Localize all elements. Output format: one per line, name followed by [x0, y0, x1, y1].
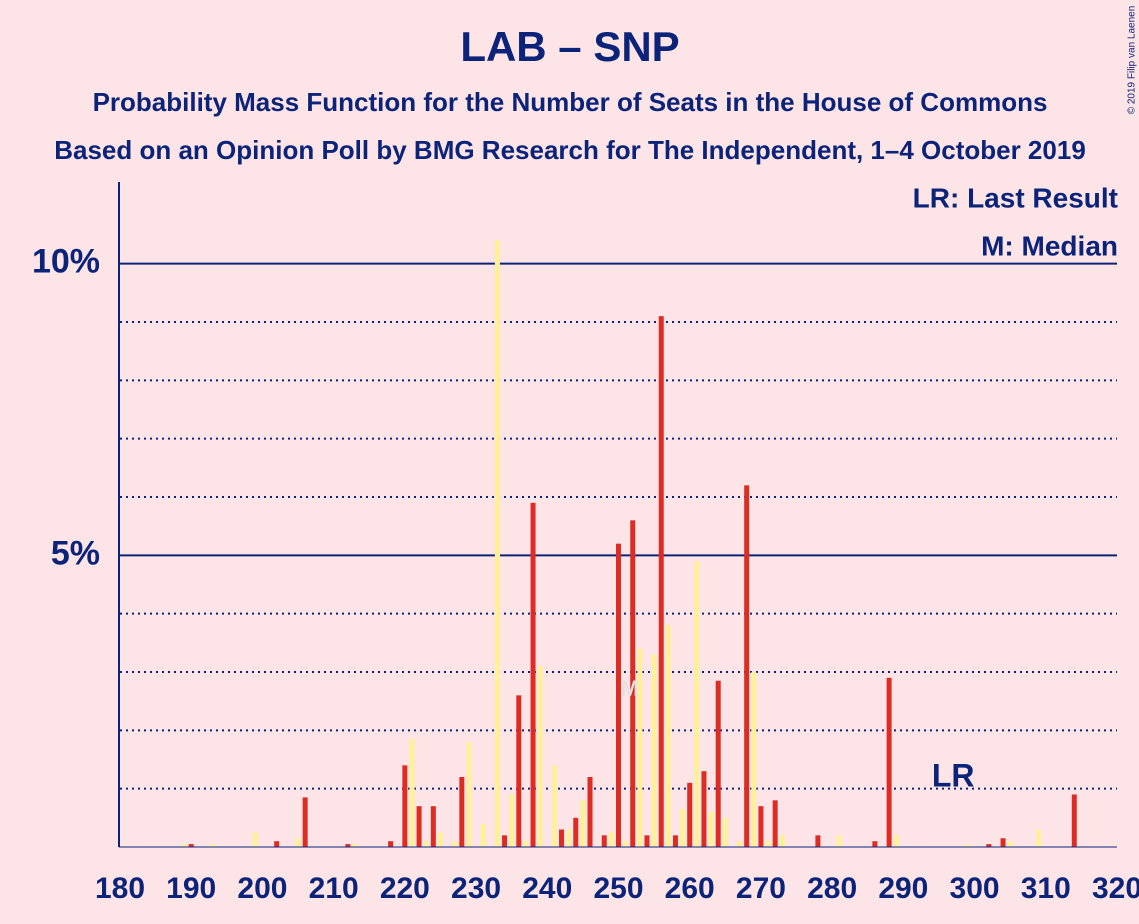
- bar: [402, 765, 408, 847]
- bar: [737, 841, 743, 847]
- bar: [701, 771, 707, 847]
- bar: [1000, 838, 1006, 847]
- chart-subtitle: Probability Mass Function for the Number…: [93, 87, 1048, 117]
- bar: [537, 666, 543, 847]
- bar: [430, 806, 436, 847]
- x-tick-label: 320: [1092, 872, 1139, 905]
- bar: [437, 832, 443, 847]
- bar: [623, 841, 629, 847]
- bar: [551, 765, 557, 847]
- bar: [452, 841, 458, 847]
- bar: [715, 680, 721, 847]
- bar: [345, 844, 351, 847]
- chart-subtitle: Based on an Opinion Poll by BMG Research…: [54, 135, 1086, 165]
- bar: [516, 695, 522, 847]
- chart-title: LAB – SNP: [460, 23, 679, 70]
- x-tick-label: 210: [309, 872, 359, 905]
- annotation: LR: [932, 757, 975, 793]
- bar: [523, 841, 529, 847]
- bar: [1071, 794, 1077, 847]
- bar: [188, 844, 194, 847]
- x-tick-label: 290: [878, 872, 928, 905]
- bar: [608, 832, 614, 847]
- bar: [672, 835, 678, 847]
- bar: [252, 832, 258, 847]
- x-tick-label: 270: [736, 872, 786, 905]
- bar: [986, 844, 992, 847]
- legend-entry: M: Median: [981, 230, 1118, 261]
- bar: [665, 625, 671, 847]
- bar: [722, 817, 728, 847]
- bar: [502, 835, 508, 847]
- bar: [559, 829, 565, 847]
- bar: [530, 502, 536, 847]
- bar: [616, 543, 621, 847]
- bar: [587, 777, 593, 847]
- credit: © 2019 Filip van Laenen: [1127, 6, 1138, 115]
- bar: [708, 812, 714, 847]
- bar: [480, 823, 486, 847]
- bar: [409, 739, 415, 847]
- bar: [836, 835, 842, 847]
- bar: [815, 835, 821, 847]
- bar: [566, 829, 572, 847]
- bar: [630, 520, 636, 847]
- bar: [694, 561, 700, 847]
- bar: [886, 677, 892, 847]
- bar: [302, 797, 308, 847]
- x-tick-label: 180: [95, 872, 145, 905]
- bar: [459, 777, 465, 847]
- x-tick-label: 250: [593, 872, 643, 905]
- bar: [388, 841, 394, 847]
- x-tick-label: 300: [950, 872, 1000, 905]
- bar: [509, 794, 515, 847]
- bar: [744, 485, 750, 847]
- legend-entry: LR: Last Result: [913, 182, 1118, 213]
- bar: [765, 841, 771, 847]
- x-tick-label: 230: [451, 872, 501, 905]
- bar: [658, 316, 664, 848]
- bar: [466, 742, 472, 847]
- median-marker: M: [621, 676, 639, 701]
- bar: [680, 809, 686, 847]
- bar: [751, 672, 757, 847]
- bar: [772, 800, 778, 847]
- bar: [423, 841, 429, 847]
- bar: [964, 844, 970, 847]
- bar: [352, 844, 358, 847]
- bar: [494, 240, 500, 848]
- x-tick-label: 280: [807, 872, 857, 905]
- bar: [1007, 841, 1013, 847]
- bar: [181, 844, 187, 847]
- x-tick-label: 310: [1021, 872, 1071, 905]
- bar: [637, 648, 643, 847]
- bar: [416, 806, 422, 847]
- x-tick-label: 190: [166, 872, 216, 905]
- bar: [758, 806, 764, 847]
- bar: [687, 782, 693, 847]
- y-tick-label: 10%: [32, 243, 100, 281]
- bar: [210, 844, 216, 847]
- bar: [651, 654, 657, 847]
- bar: [893, 835, 899, 847]
- x-tick-label: 260: [665, 872, 715, 905]
- bar: [872, 841, 878, 847]
- y-tick-label: 5%: [51, 534, 100, 572]
- x-tick-label: 240: [522, 872, 572, 905]
- bar: [644, 835, 650, 847]
- bar: [580, 800, 586, 847]
- bar: [274, 841, 280, 847]
- bar: [601, 835, 607, 847]
- x-tick-label: 200: [237, 872, 287, 905]
- bar: [295, 838, 301, 847]
- bar: [779, 835, 785, 847]
- bar: [1036, 829, 1042, 847]
- x-tick-label: 220: [380, 872, 430, 905]
- bar: [573, 817, 579, 847]
